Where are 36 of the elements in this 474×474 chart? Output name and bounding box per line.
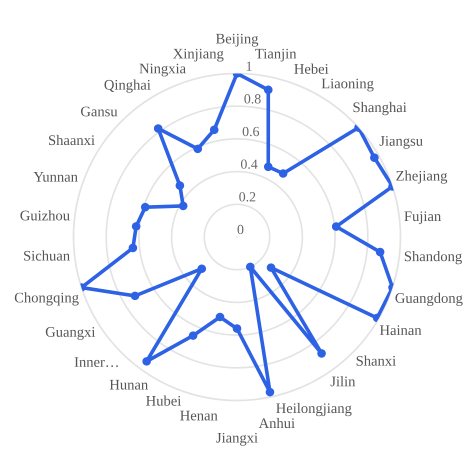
spoke-label: Guangxi bbox=[46, 327, 96, 340]
spoke-label: Chongqing bbox=[14, 292, 79, 306]
y-tick-label: 0.6 bbox=[242, 126, 260, 136]
spoke-label: Beijing bbox=[216, 34, 258, 47]
spoke-label: Shaanxi bbox=[49, 134, 95, 146]
spoke-label: Hubei bbox=[146, 395, 182, 406]
spoke-label: Yunnan bbox=[34, 172, 78, 182]
y-tick-label: 1 bbox=[246, 62, 252, 71]
spoke-label: Hunan bbox=[110, 380, 148, 390]
spoke-label: Jiangxi bbox=[216, 432, 258, 446]
spoke-label: Hebei bbox=[294, 64, 328, 74]
spoke-label: Guizhou bbox=[20, 210, 70, 220]
spoke-label: Shanghai bbox=[353, 102, 406, 116]
spoke-label: Gansu bbox=[80, 106, 118, 116]
spoke-label: Hainan bbox=[380, 325, 422, 336]
spoke-label: Liaoning bbox=[322, 78, 374, 92]
spoke-label: Jiangsu bbox=[380, 136, 423, 149]
spoke-label: Ningxia bbox=[139, 64, 186, 76]
spoke-label: Inner… bbox=[74, 357, 118, 367]
spoke-label: Guangdong bbox=[395, 292, 463, 306]
spoke-label: Xinjiang bbox=[173, 48, 224, 62]
y-tick-label: 0.8 bbox=[244, 94, 261, 104]
spoke-label: Tianjin bbox=[255, 48, 296, 62]
spoke-label: Heilongjiang bbox=[276, 402, 352, 416]
spoke-label: Shanxi bbox=[356, 355, 396, 366]
spoke-label: Shandong bbox=[404, 250, 462, 264]
y-tick-label: 0 bbox=[238, 224, 244, 234]
y-tick-label: 0.2 bbox=[239, 192, 256, 202]
spoke-label: Anhui bbox=[258, 418, 295, 428]
spoke-label: Henan bbox=[180, 410, 218, 420]
spoke-label: Fujian bbox=[404, 211, 441, 224]
spoke-label: Zhejiang bbox=[396, 170, 448, 184]
spoke-label: Qinghai bbox=[104, 79, 151, 93]
spoke-label: Jilin bbox=[330, 376, 356, 386]
y-tick-label: 0.4 bbox=[240, 159, 258, 169]
spoke-label: Sichuan bbox=[24, 250, 70, 261]
